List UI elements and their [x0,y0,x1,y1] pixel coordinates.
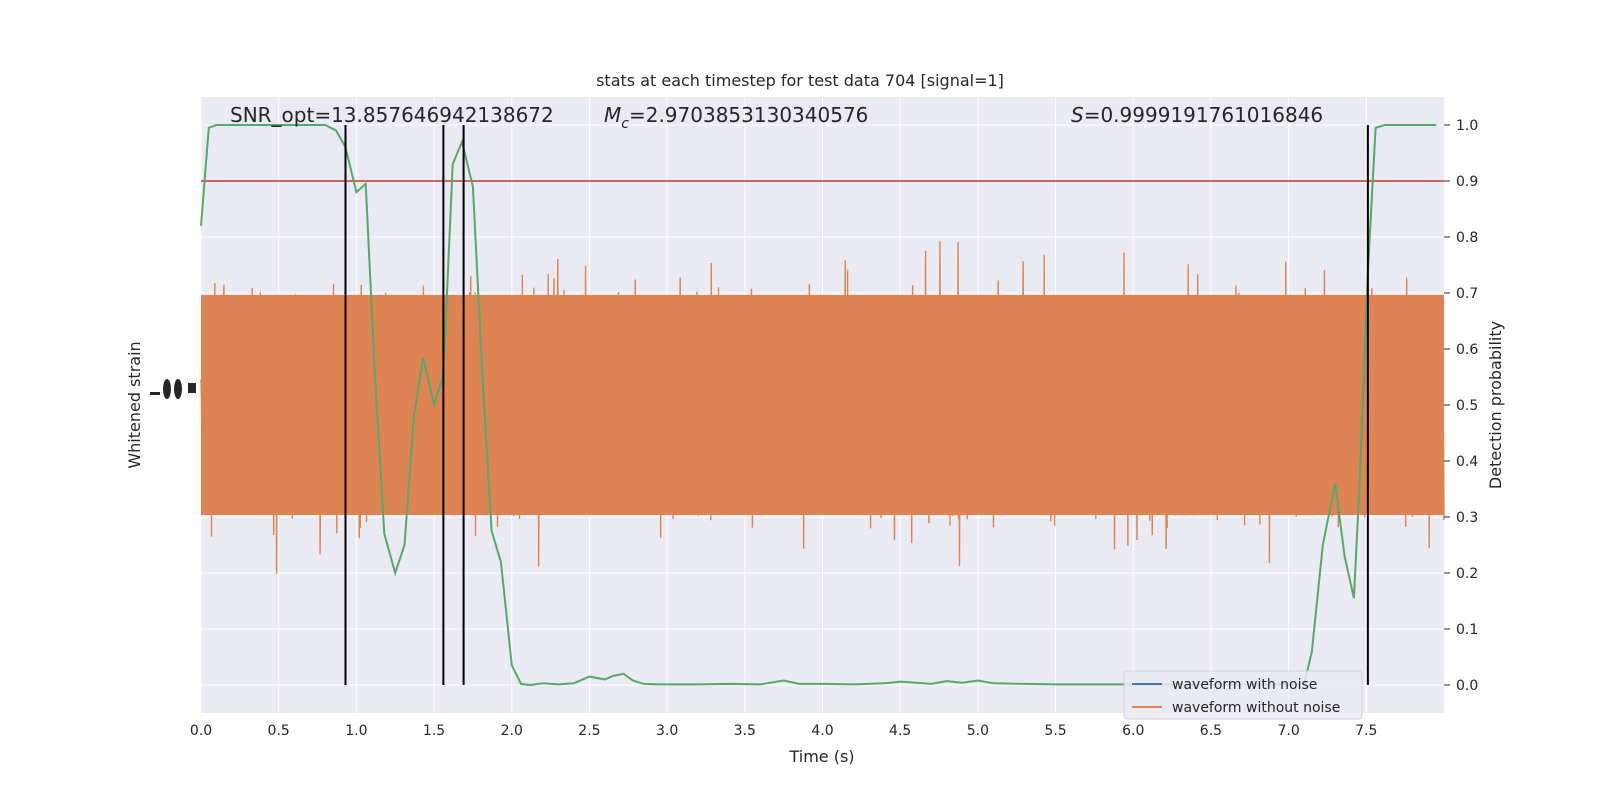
x-tick-label: 0.5 [268,723,290,739]
legend: waveform with noise waveform without noi… [1123,670,1363,720]
legend-label-clean: waveform without noise [1172,700,1340,716]
x-tick-label: 7.0 [1277,723,1299,739]
x-tick-label: 7.5 [1355,723,1377,739]
x-tick-label: 2.0 [501,723,523,739]
y-tick-label: 1.0 [1456,118,1478,134]
x-tick-label: 1.0 [345,723,367,739]
whitened-strain-trace [200,241,1445,574]
x-tick-label: 3.5 [734,723,756,739]
x-tick-label: 6.0 [1122,723,1144,739]
y-axis-left-label: Whitened strain [125,341,144,468]
y-tick-label: 0.0 [1456,678,1478,694]
snr-annotation: SNR_opt=13.857646942138672 [230,103,554,127]
x-axis-label: Time (s) [788,747,854,766]
y-tick-label: 0.6 [1456,342,1478,358]
x-tick-label: 4.0 [811,723,833,739]
legend-label-noisy: waveform with noise [1172,677,1317,693]
y-tick-label: 0.3 [1456,510,1478,526]
y-axis-right-label: Detection probability [1486,321,1505,489]
x-tick-label: 0.0 [190,723,212,739]
left-axis-tick-cluster [150,379,196,399]
x-axis-ticks: 0.0 0.5 1.0 1.5 2.0 2.5 3.0 3.5 4.0 4.5 5.0 5.5 6.0 6… [190,723,1378,739]
chirp-mass-annotation: Mc=2.9703853130340576 [604,103,868,132]
s-value: =0.9999191761016846 [1084,103,1323,127]
s-symbol: S [1071,103,1084,127]
y-right-axis-ticks: 0.0 0.1 0.2 0.3 0.4 0.5 0.6 0.7 0.8 0.9 1.0 [1444,118,1478,694]
y-tick-label: 0.5 [1456,398,1478,414]
x-tick-label: 5.0 [967,723,989,739]
y-tick-label: 0.7 [1456,286,1478,302]
x-tick-label: 6.5 [1200,723,1222,739]
x-tick-label: 2.5 [578,723,600,739]
event-markers [344,125,1369,685]
mc-value: =2.9703853130340576 [629,103,868,127]
chart-title: stats at each timestep for test data 704… [596,71,1004,90]
y-tick-label: 0.2 [1456,566,1478,582]
strain-dense-band [201,295,1444,515]
mc-subscript: c [621,116,629,132]
x-tick-label: 4.5 [889,723,911,739]
y-tick-label: 0.4 [1456,454,1478,470]
x-tick-label: 3.0 [656,723,678,739]
x-tick-label: 5.5 [1044,723,1066,739]
legend-box [1123,670,1363,720]
score-annotation: S=0.9999191761016846 [1071,103,1323,127]
mc-symbol: M [604,103,621,127]
y-tick-label: 0.8 [1456,230,1478,246]
y-tick-label: 0.1 [1456,622,1478,638]
x-tick-label: 1.5 [423,723,445,739]
y-tick-label: 0.9 [1456,174,1478,190]
